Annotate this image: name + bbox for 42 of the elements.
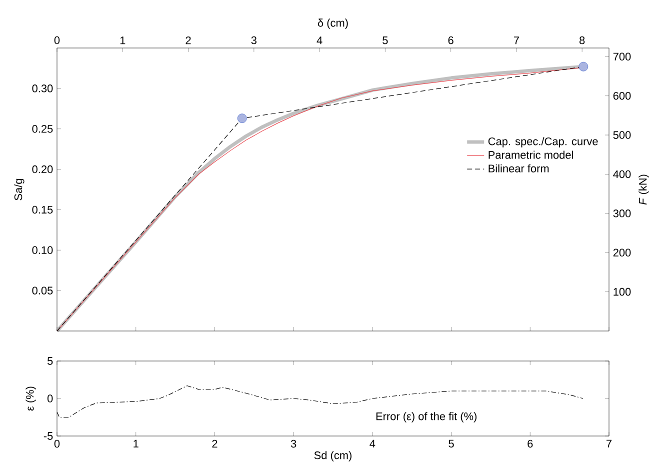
x-tick-label: 3	[251, 36, 256, 44]
y-tick-label: 0.05	[32, 286, 53, 294]
x-tick-label: 0	[54, 36, 60, 44]
y2-tick-label: 300	[613, 210, 631, 218]
x-tick-label: 4	[370, 440, 376, 448]
y-tick-label: -5	[44, 432, 53, 440]
x-axis-title: Sd (cm)	[314, 451, 352, 462]
x-tick-label: 6	[528, 440, 533, 448]
legend-label: Cap. spec./Cap. curve	[488, 137, 598, 148]
x-tick-label: 5	[382, 36, 388, 44]
x-tick-label: 2	[186, 36, 191, 44]
x-tick-label: 4	[316, 36, 322, 44]
y2-tick-label: 700	[613, 52, 631, 61]
y-tick-label: 0.10	[32, 246, 53, 254]
x-tick-label: 1	[120, 36, 126, 44]
annotation: Error (ε) of the fit (%)	[376, 412, 477, 422]
x-tick-label: 2	[212, 440, 218, 448]
x-tick-label: 1	[134, 440, 138, 448]
y2-tick-label: 100	[614, 288, 631, 296]
y-tick-label: 0.20	[32, 165, 53, 174]
y2-tick-label: 200	[613, 248, 631, 256]
y2-axis-title: F (kN)	[638, 174, 649, 205]
y2-tick-label: 500	[613, 131, 631, 139]
y-tick-label: 0	[47, 394, 53, 402]
x-tick-label: 0	[54, 440, 60, 448]
y-tick-label: 0.15	[32, 206, 53, 214]
legend-label: Parametric model	[488, 150, 573, 159]
y-axis-title: ε (%)	[26, 386, 36, 411]
x-tick-label: 7	[606, 440, 612, 448]
x-tick-label: 6	[448, 36, 454, 44]
y-tick-label: 0.30	[32, 84, 53, 92]
y2-tick-label: 600	[613, 92, 631, 100]
y-tick-label: 5	[47, 357, 53, 365]
y-tick-label: 0.25	[32, 124, 53, 133]
legend-label: Bilinear form	[488, 164, 549, 172]
x-tick-label: 3	[290, 440, 296, 448]
x-tick-label: 7	[514, 36, 519, 44]
x-axis-title: δ (cm)	[318, 18, 348, 29]
x-tick-label: 5	[448, 440, 454, 448]
y-axis-title: Sa/g	[14, 178, 24, 200]
y2-tick-label: 400	[613, 170, 631, 178]
x-tick-label: 8	[580, 36, 585, 44]
